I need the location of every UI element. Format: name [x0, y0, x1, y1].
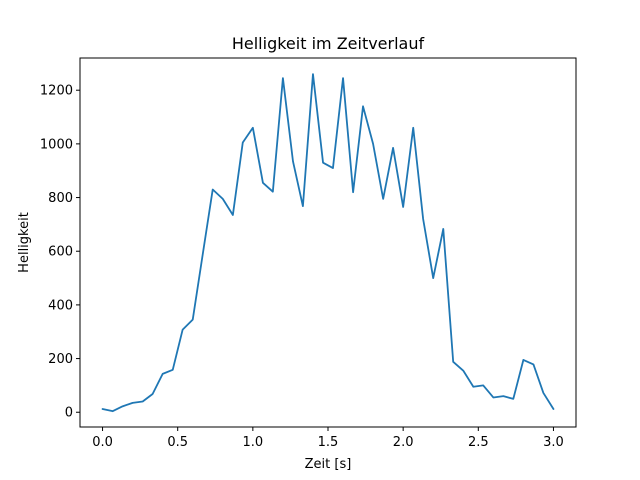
x-tick-label: 2.5 — [468, 435, 489, 450]
x-tick-label: 3.0 — [543, 435, 564, 450]
chart-title: Helligkeit im Zeitverlauf — [232, 34, 425, 53]
x-tick-label: 0.0 — [92, 435, 113, 450]
x-tick-label: 0.5 — [167, 435, 188, 450]
y-tick-label: 600 — [48, 245, 73, 260]
y-tick-label: 200 — [48, 352, 73, 367]
x-tick-label: 1.0 — [243, 435, 264, 450]
y-tick-label: 0 — [65, 406, 73, 421]
x-tick-label: 1.5 — [318, 435, 339, 450]
x-axis-label: Zeit [s] — [305, 457, 352, 472]
y-axis: 0 200 400 600 800 1000 1200 — [40, 84, 80, 421]
y-tick-label: 400 — [48, 298, 73, 313]
y-tick-label: 1200 — [40, 84, 73, 99]
x-axis: 0.0 0.5 1.0 1.5 2.0 2.5 3.0 — [92, 427, 564, 450]
x-tick-label: 2.0 — [393, 435, 414, 450]
y-tick-label: 800 — [48, 191, 73, 206]
series-line — [101, 73, 555, 413]
plot-area — [79, 57, 577, 428]
y-axis-label: Helligkeit — [17, 212, 32, 273]
y-tick-label: 1000 — [40, 137, 73, 152]
